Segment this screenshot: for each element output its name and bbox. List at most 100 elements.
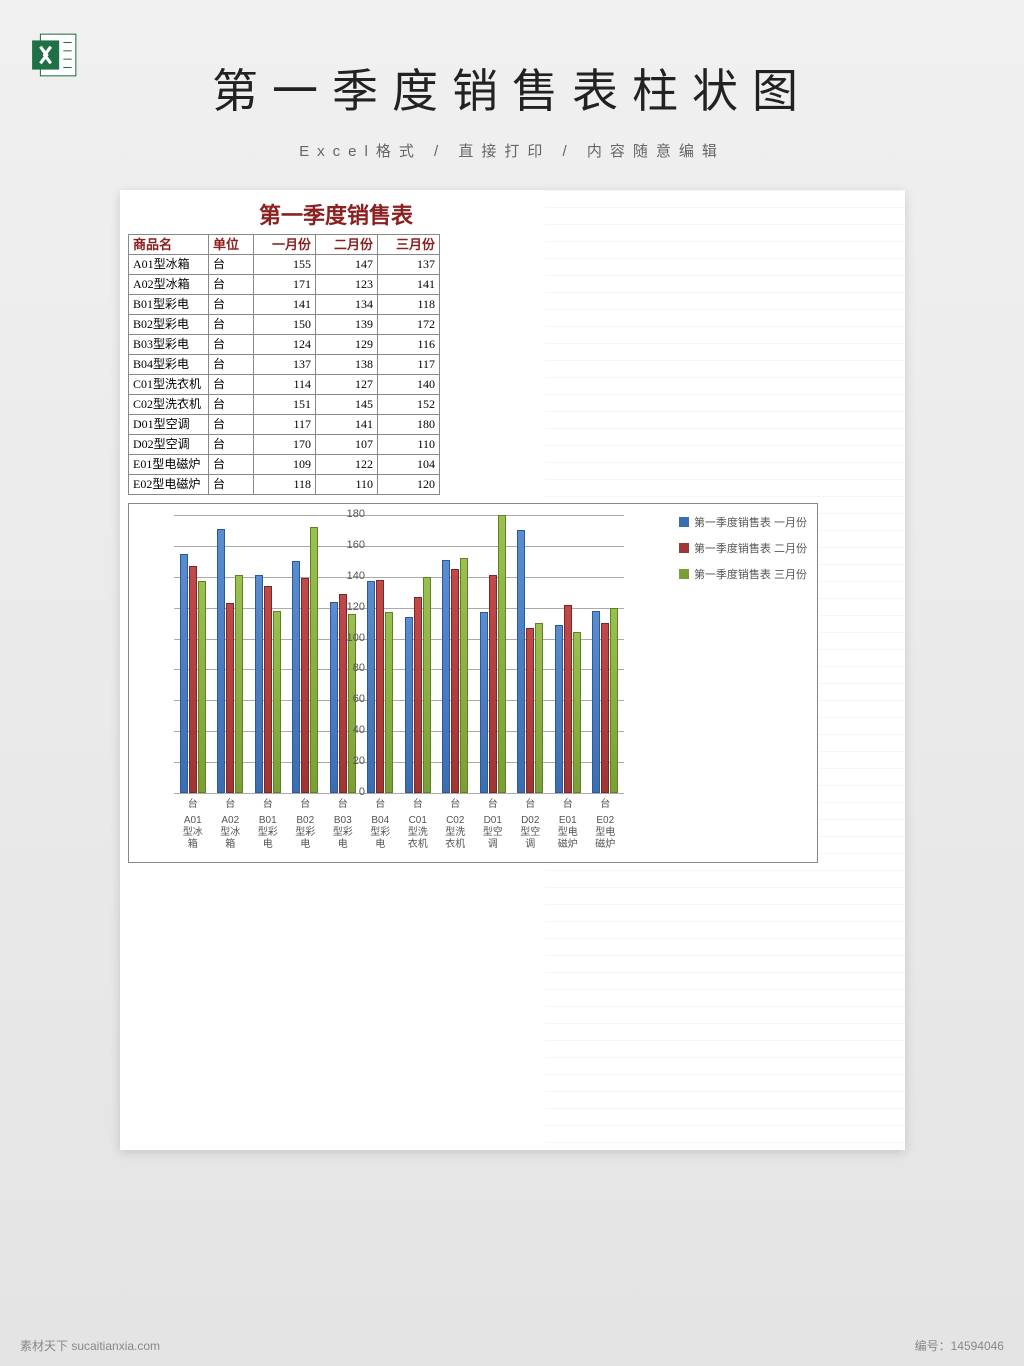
cell-unit: 台 (209, 395, 254, 415)
bar-group (549, 515, 587, 793)
bar-group (174, 515, 212, 793)
y-axis-label: 120 (347, 601, 365, 613)
x-axis-label: 台E01型电磁炉 (549, 799, 587, 851)
y-axis-label: 60 (353, 693, 365, 705)
table-row: E02型电磁炉台118110120 (129, 475, 440, 495)
y-axis-label: 80 (353, 662, 365, 674)
bar (255, 575, 263, 793)
table-row: C02型洗衣机台151145152 (129, 395, 440, 415)
bar (339, 594, 347, 793)
x-axis-label: 台B01型彩电 (249, 799, 287, 851)
cell-name: D02型空调 (129, 435, 209, 455)
cell-m3: 137 (378, 255, 440, 275)
bar (592, 611, 600, 793)
bar (385, 612, 393, 793)
legend-item: 第一季度销售表 二月份 (679, 540, 807, 556)
x-axis-label: 台D02型空调 (512, 799, 550, 851)
table-row: C01型洗衣机台114127140 (129, 375, 440, 395)
bar-chart: 台A01型冰箱台A02型冰箱台B01型彩电台B02型彩电台B03型彩电台B04型… (128, 503, 818, 863)
bar (226, 603, 234, 793)
table-area: 第一季度销售表 商品名 单位 一月份 二月份 三月份 A01型冰箱台155147… (120, 190, 905, 495)
cell-unit: 台 (209, 375, 254, 395)
cell-name: B01型彩电 (129, 295, 209, 315)
bar (235, 575, 243, 793)
col-header-m1: 一月份 (254, 235, 316, 255)
cell-name: C01型洗衣机 (129, 375, 209, 395)
cell-m2: 145 (316, 395, 378, 415)
cell-m1: 141 (254, 295, 316, 315)
cell-name: E01型电磁炉 (129, 455, 209, 475)
bar (367, 581, 375, 793)
cell-m2: 129 (316, 335, 378, 355)
bar-group (437, 515, 475, 793)
legend-item: 第一季度销售表 一月份 (679, 514, 807, 530)
table-title: 第一季度销售表 (136, 198, 536, 230)
grid-line (174, 793, 624, 794)
cell-unit: 台 (209, 315, 254, 335)
cell-m3: 116 (378, 335, 440, 355)
bars-container (174, 515, 624, 793)
legend-item: 第一季度销售表 三月份 (679, 566, 807, 582)
cell-m3: 152 (378, 395, 440, 415)
cell-unit: 台 (209, 435, 254, 455)
bar-group (474, 515, 512, 793)
cell-m2: 134 (316, 295, 378, 315)
cell-m3: 118 (378, 295, 440, 315)
bar (555, 625, 563, 793)
bar-group (512, 515, 550, 793)
cell-unit: 台 (209, 455, 254, 475)
cell-name: A01型冰箱 (129, 255, 209, 275)
cell-m1: 118 (254, 475, 316, 495)
table-header-row: 商品名 单位 一月份 二月份 三月份 (129, 235, 440, 255)
y-axis-label: 180 (347, 508, 365, 520)
cell-m2: 107 (316, 435, 378, 455)
bar (330, 602, 338, 794)
table-row: E01型电磁炉台109122104 (129, 455, 440, 475)
x-axis-label: 台B04型彩电 (362, 799, 400, 851)
cell-m1: 151 (254, 395, 316, 415)
chart-plot-area (174, 514, 624, 794)
bar (423, 577, 431, 793)
cell-unit: 台 (209, 255, 254, 275)
x-axis-label: 台A01型冰箱 (174, 799, 212, 851)
bar (217, 529, 225, 793)
bar (189, 566, 197, 793)
x-axis-label: 台C02型洗衣机 (437, 799, 475, 851)
legend-swatch (679, 569, 689, 579)
cell-m3: 117 (378, 355, 440, 375)
bar (451, 569, 459, 793)
x-axis-label: 台D01型空调 (474, 799, 512, 851)
cell-name: B02型彩电 (129, 315, 209, 335)
cell-m1: 114 (254, 375, 316, 395)
cell-m2: 138 (316, 355, 378, 375)
cell-m3: 180 (378, 415, 440, 435)
bar (535, 623, 543, 793)
y-axis-label: 140 (347, 570, 365, 582)
y-axis-label: 100 (347, 632, 365, 644)
bar (264, 586, 272, 793)
col-header-m2: 二月份 (316, 235, 378, 255)
bar (489, 575, 497, 793)
bar-group (362, 515, 400, 793)
chart-x-labels: 台A01型冰箱台A02型冰箱台B01型彩电台B02型彩电台B03型彩电台B04型… (174, 799, 624, 851)
page-footer: 素材天下 sucaitianxia.com 编号：14594046 (20, 1337, 1004, 1354)
bar (610, 608, 618, 793)
cell-m2: 122 (316, 455, 378, 475)
cell-unit: 台 (209, 415, 254, 435)
bar-group (249, 515, 287, 793)
table-row: B03型彩电台124129116 (129, 335, 440, 355)
legend-label: 第一季度销售表 一月份 (694, 514, 807, 530)
footer-left: 素材天下 sucaitianxia.com (20, 1337, 160, 1354)
cell-m1: 117 (254, 415, 316, 435)
bar (460, 558, 468, 793)
bar (480, 612, 488, 793)
cell-name: B03型彩电 (129, 335, 209, 355)
y-axis-label: 40 (353, 724, 365, 736)
bar (573, 632, 581, 793)
cell-unit: 台 (209, 355, 254, 375)
bar (517, 530, 525, 793)
cell-m3: 172 (378, 315, 440, 335)
cell-m2: 141 (316, 415, 378, 435)
bar (180, 554, 188, 793)
bar (601, 623, 609, 793)
